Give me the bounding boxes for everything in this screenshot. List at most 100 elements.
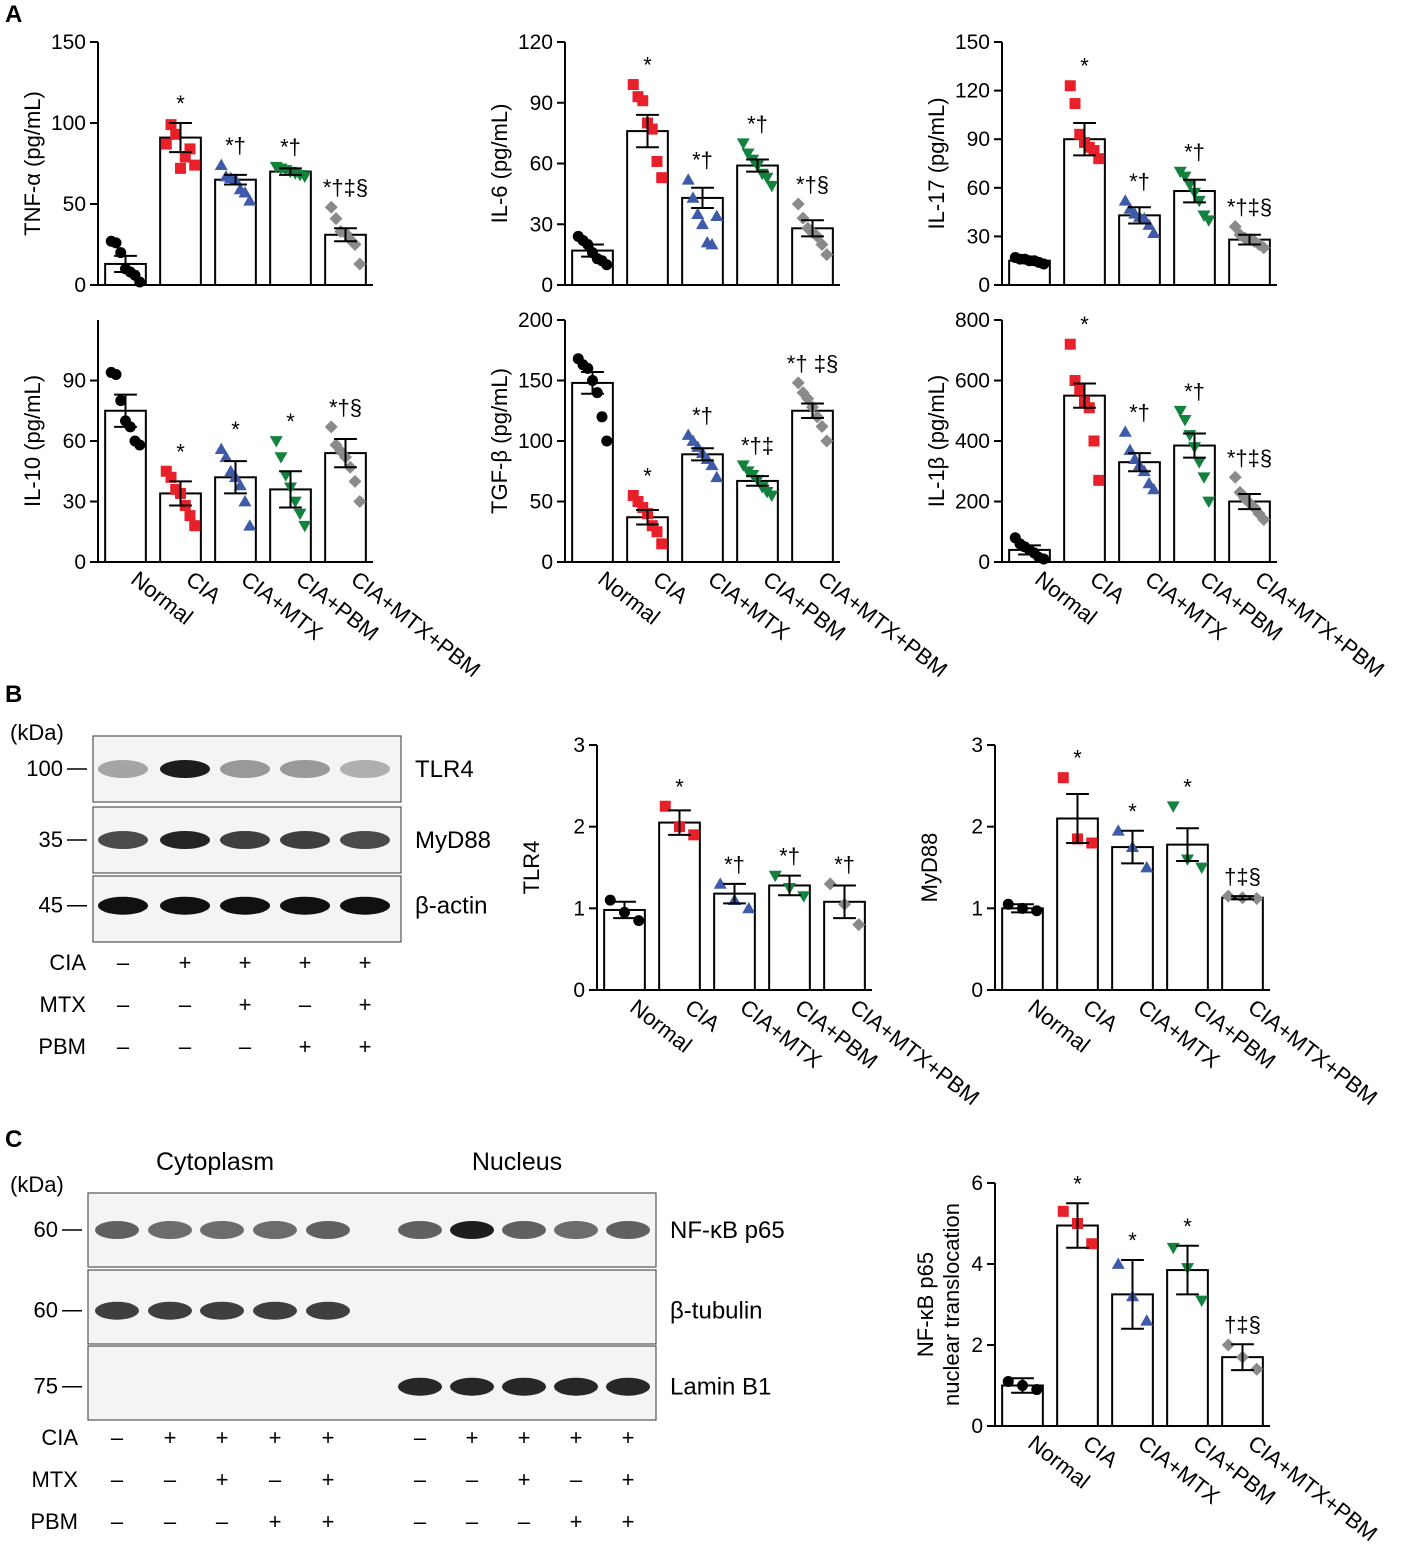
protein-band (502, 1377, 546, 1396)
data-point (637, 502, 649, 514)
data-point (742, 901, 756, 914)
significance-label: *† (1184, 140, 1205, 165)
data-point (1057, 1205, 1069, 1217)
x-category-label: Normal (1023, 1430, 1094, 1493)
data-point (1140, 1314, 1154, 1326)
data-point (214, 442, 228, 454)
data-point (1250, 1362, 1264, 1376)
data-point (633, 915, 645, 927)
y-tick-label: 0 (74, 274, 86, 297)
chart-nfkb: 0 2 4 6 NF-κB p65 nuclear translocation Normal… (913, 1171, 1382, 1546)
data-point (1197, 472, 1211, 484)
data-point (160, 465, 172, 477)
protein-band (306, 1301, 350, 1320)
x-category-label: Normal (126, 566, 197, 629)
treatment-sign: – (111, 1467, 124, 1492)
treatment-sign: + (322, 1467, 335, 1492)
data-point (165, 471, 177, 483)
data-point (604, 894, 616, 906)
y-axis-label: IL-1β (pg/mL) (924, 375, 949, 507)
significance-label: *† (1129, 169, 1150, 194)
y-tick-label: 0 (978, 551, 990, 574)
data-point (741, 148, 755, 160)
data-point (601, 259, 613, 271)
data-point (219, 450, 233, 463)
y-axis-label: TGF-β (pg/mL) (487, 368, 512, 514)
significance-label: *† (1184, 379, 1205, 404)
y-tick-label: 60 (63, 430, 86, 453)
treatment-sign: – (299, 992, 312, 1017)
protein-label: TLR4 (415, 756, 474, 783)
data-point (269, 436, 283, 448)
data-point (656, 538, 668, 550)
data-point (329, 212, 343, 226)
significance-label: *† (280, 135, 301, 160)
significance-label: * (1073, 746, 1082, 771)
protein-band (220, 896, 270, 915)
x-category-label: Normal (593, 566, 664, 629)
kda-marker: 75 (34, 1374, 58, 1399)
data-point (1088, 435, 1100, 447)
data-point (686, 434, 700, 446)
panel-letter-c: C (5, 1126, 22, 1153)
treatment-sign: + (359, 1034, 372, 1059)
data-point (632, 496, 644, 507)
data-point (656, 172, 668, 184)
data-point (1195, 862, 1209, 874)
data-point (1178, 171, 1192, 183)
y-tick-label: 150 (955, 31, 990, 54)
data-point (760, 172, 774, 185)
treatment-sign: – (414, 1425, 427, 1450)
y-tick-label: 0 (573, 979, 585, 1002)
y-tick-label: 50 (530, 491, 553, 514)
data-point (1228, 470, 1242, 484)
protein-band (306, 1221, 350, 1239)
significance-label: †‡§ (1224, 864, 1261, 889)
protein-band (554, 1221, 598, 1239)
data-point (820, 248, 834, 262)
protein-band (160, 831, 210, 849)
protein-band (340, 760, 390, 778)
y-tick-label: 800 (955, 309, 990, 332)
data-point (189, 159, 201, 171)
treatment-sign: + (466, 1425, 479, 1450)
data-point (1202, 215, 1216, 227)
data-point (279, 470, 293, 482)
data-point (1064, 80, 1076, 92)
significance-label: *† (724, 852, 745, 877)
treatment-sign: + (570, 1509, 583, 1534)
protein-band (606, 1377, 650, 1396)
significance-label: †‡§ (1224, 1312, 1261, 1337)
treatment-sign: – (570, 1467, 583, 1492)
y-axis-label: IL-10 (pg/mL) (20, 375, 45, 507)
chart-il6: 0 30 60 90 120 IL-6 (pg/mL) * *† *† *†§ (487, 31, 840, 297)
western-blot-blot_c: (kDa) 60 NF-κB p65 60 β-tubulin 75 Lamin B1 CIA… (10, 1148, 785, 1534)
significance-label: * (1128, 1228, 1137, 1253)
fraction-header: Cytoplasm (156, 1148, 274, 1176)
y-axis-label: IL-17 (pg/mL) (924, 97, 949, 229)
bar-cia-mtx-pbm (324, 452, 367, 564)
significance-label: * (643, 53, 652, 78)
protein-band (95, 1301, 139, 1320)
data-point (1147, 226, 1161, 239)
data-point (1142, 476, 1156, 489)
data-point (765, 490, 779, 502)
y-tick-label: 2 (971, 816, 983, 839)
y-tick-label: 0 (978, 274, 990, 297)
panel-letter-a: A (5, 1, 22, 28)
y-tick-label: 100 (518, 430, 553, 453)
y-tick-label: 2 (971, 1334, 983, 1357)
data-point (1086, 837, 1098, 849)
data-point (134, 439, 146, 451)
significance-label: * (1080, 54, 1089, 79)
bar-cia-mtx (681, 453, 724, 563)
y-tick-label: 1 (971, 897, 983, 920)
data-point (243, 194, 257, 206)
bar-cia-mtx-pbm (791, 409, 834, 563)
y-tick-label: 0 (74, 551, 86, 574)
panel-letter-b: B (5, 681, 22, 708)
protein-band (148, 1301, 192, 1320)
significance-label: * (1073, 1171, 1082, 1196)
data-point (637, 95, 649, 107)
bar-cia (626, 130, 669, 286)
